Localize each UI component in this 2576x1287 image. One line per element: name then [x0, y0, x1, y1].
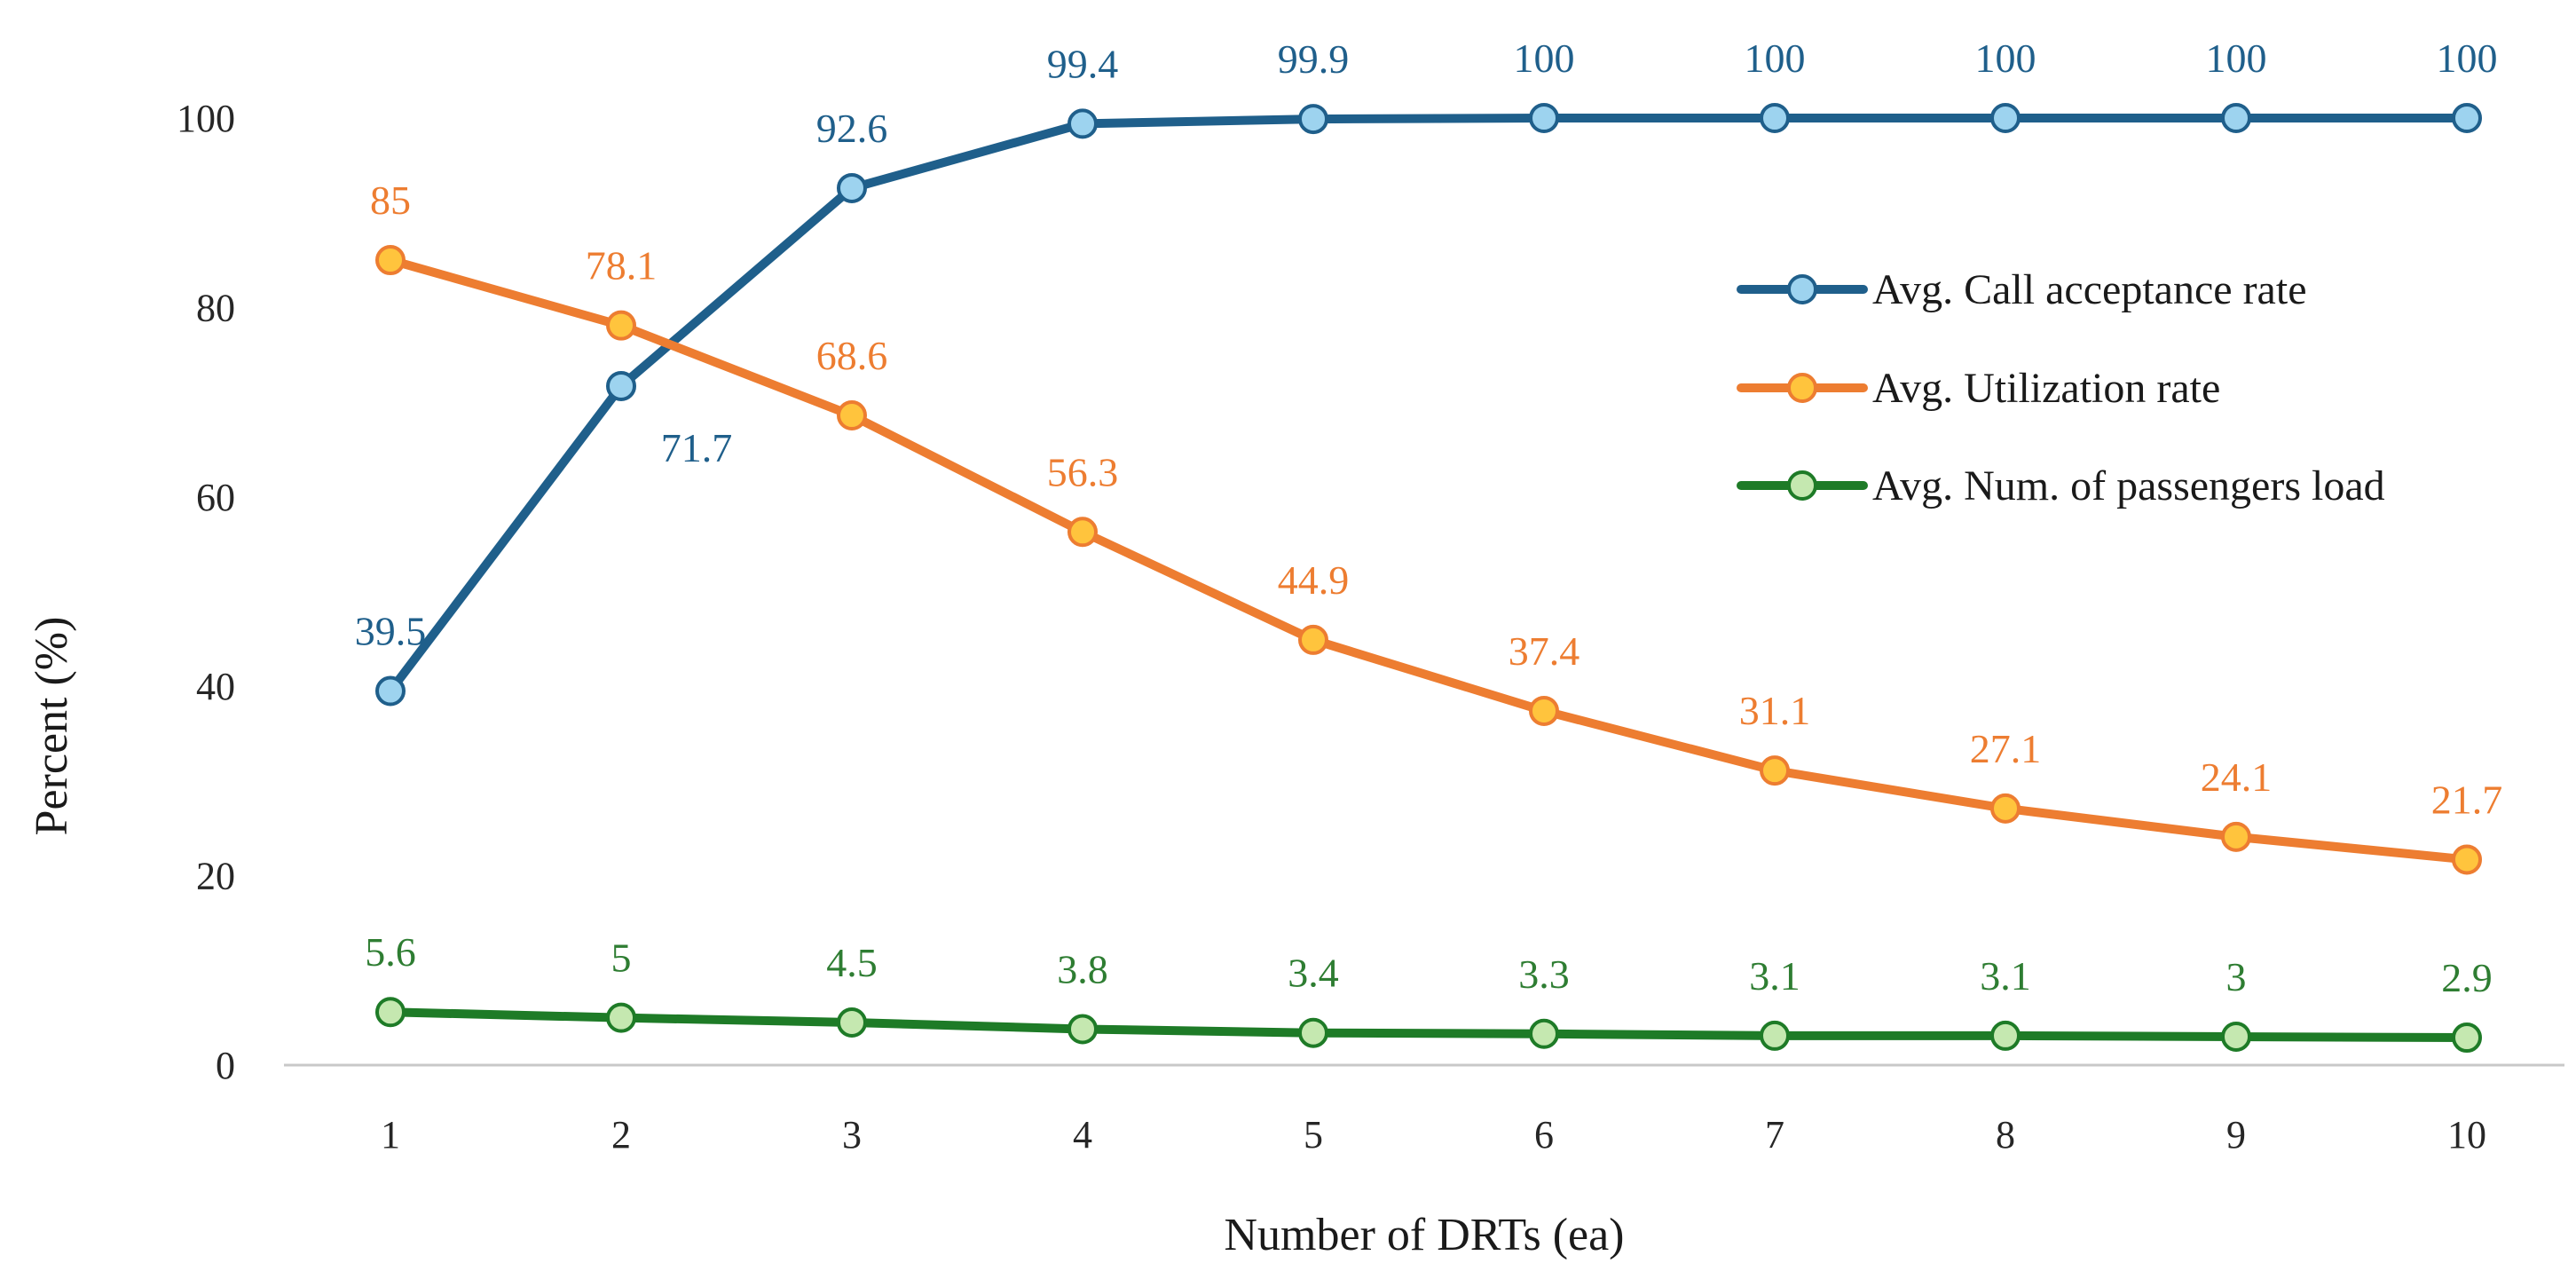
data-label: 3.8 — [1057, 946, 1108, 991]
data-point — [1298, 1017, 1328, 1048]
data-label: 99.4 — [1047, 41, 1119, 86]
data-point — [1990, 103, 2021, 133]
data-point — [1760, 755, 1790, 786]
data-label: 3.3 — [1518, 951, 1570, 997]
data-label: 78.1 — [586, 243, 658, 288]
data-point — [1298, 104, 1328, 135]
data-label: 85 — [370, 178, 411, 223]
data-point — [375, 675, 406, 707]
y-tick-labels: 0 20 40 60 80 100 — [177, 97, 235, 1087]
data-point — [837, 172, 867, 203]
data-point — [606, 370, 636, 401]
data-point — [2452, 1022, 2482, 1054]
data-label: 100 — [2437, 36, 2498, 81]
data-label: 5.6 — [365, 929, 416, 975]
data-point — [1990, 793, 2021, 824]
y-tick-label: 20 — [196, 855, 235, 898]
data-label: 100 — [1514, 36, 1575, 81]
x-tick-label: 7 — [1765, 1113, 1784, 1157]
data-point — [1067, 108, 1098, 139]
data-label: 92.6 — [816, 106, 888, 151]
data-point — [1067, 1014, 1098, 1045]
legend-label: Avg. Call acceptance rate — [1872, 266, 2307, 313]
data-point — [1067, 517, 1098, 548]
y-tick-label: 100 — [177, 97, 235, 140]
y-tick-label: 60 — [196, 476, 235, 519]
data-label: 68.6 — [816, 333, 888, 378]
data-label: 3.1 — [1980, 953, 2031, 999]
x-tick-label: 3 — [842, 1113, 862, 1157]
data-label: 21.7 — [2431, 777, 2503, 822]
data-label: 100 — [1745, 36, 1806, 81]
data-point — [2221, 821, 2251, 852]
data-label: 24.1 — [2201, 754, 2273, 800]
data-label: 5 — [611, 936, 632, 981]
data-point — [2452, 103, 2482, 133]
data-point — [1298, 624, 1328, 655]
x-tick-label: 6 — [1534, 1113, 1554, 1157]
data-point — [837, 400, 867, 431]
x-tick-labels: 1 2 3 4 5 6 7 8 9 10 — [381, 1113, 2486, 1157]
data-point — [375, 245, 406, 276]
data-label: 100 — [1975, 36, 2036, 81]
x-tick-label: 4 — [1073, 1113, 1092, 1157]
data-label: 99.9 — [1278, 36, 1350, 82]
data-point — [1760, 1020, 1790, 1051]
data-point — [837, 1007, 867, 1038]
y-axis-title: Percent (%) — [27, 617, 77, 836]
data-label: 100 — [2206, 36, 2267, 81]
data-label: 3.1 — [1749, 953, 1800, 999]
data-point — [2221, 1021, 2251, 1052]
x-tick-label: 8 — [1996, 1113, 2015, 1157]
series-line — [386, 1007, 2471, 1043]
y-tick-label: 40 — [196, 665, 235, 708]
data-label: 2.9 — [2441, 955, 2493, 1000]
data-point — [1760, 103, 1790, 133]
x-tick-label: 1 — [381, 1113, 400, 1157]
data-label: 4.5 — [826, 940, 878, 985]
legend-label: Avg. Utilization rate — [1872, 365, 2220, 412]
legend-swatch-marker — [1787, 373, 1817, 403]
x-tick-label: 10 — [2447, 1113, 2486, 1157]
data-point — [606, 1002, 636, 1033]
data-labels: 39.5 71.7 92.6 99.4 99.9 100 100 100 100 100 85 78.… — [355, 36, 2503, 1000]
data-point — [2452, 844, 2482, 875]
data-label: 31.1 — [1739, 688, 1811, 733]
data-point — [1529, 1018, 1559, 1049]
data-label: 27.1 — [1970, 726, 2042, 771]
series-3 — [375, 997, 2482, 1054]
data-point — [2221, 103, 2251, 133]
data-label: 56.3 — [1047, 449, 1119, 494]
legend: Avg. Call acceptance rate Avg. Utilizatio… — [1737, 266, 2385, 509]
x-axis-title: Number of DRTs (ea) — [1225, 1210, 1625, 1260]
series-line — [386, 256, 2471, 865]
series-line — [386, 114, 2471, 696]
data-point — [375, 997, 406, 1028]
legend-swatch-marker — [1787, 470, 1817, 501]
legend-swatch-marker — [1787, 274, 1817, 304]
data-point — [606, 310, 636, 341]
x-tick-label: 9 — [2226, 1113, 2246, 1157]
data-label: 3 — [2226, 954, 2247, 999]
data-point — [1529, 695, 1559, 726]
y-tick-label: 0 — [216, 1044, 235, 1087]
series-1 — [375, 103, 2482, 707]
series-layer — [375, 103, 2482, 1054]
data-label: 71.7 — [661, 425, 733, 470]
data-label: 37.4 — [1509, 628, 1580, 674]
x-tick-label: 5 — [1304, 1113, 1323, 1157]
data-point — [1529, 103, 1559, 133]
series-2 — [375, 245, 2482, 875]
x-tick-label: 2 — [611, 1113, 631, 1157]
data-label: 3.4 — [1288, 951, 1339, 996]
data-label: 39.5 — [355, 609, 427, 654]
data-point — [1990, 1020, 2021, 1051]
legend-label: Avg. Num. of passengers load — [1872, 462, 2385, 509]
y-tick-label: 80 — [196, 286, 235, 329]
data-label: 44.9 — [1278, 557, 1350, 603]
